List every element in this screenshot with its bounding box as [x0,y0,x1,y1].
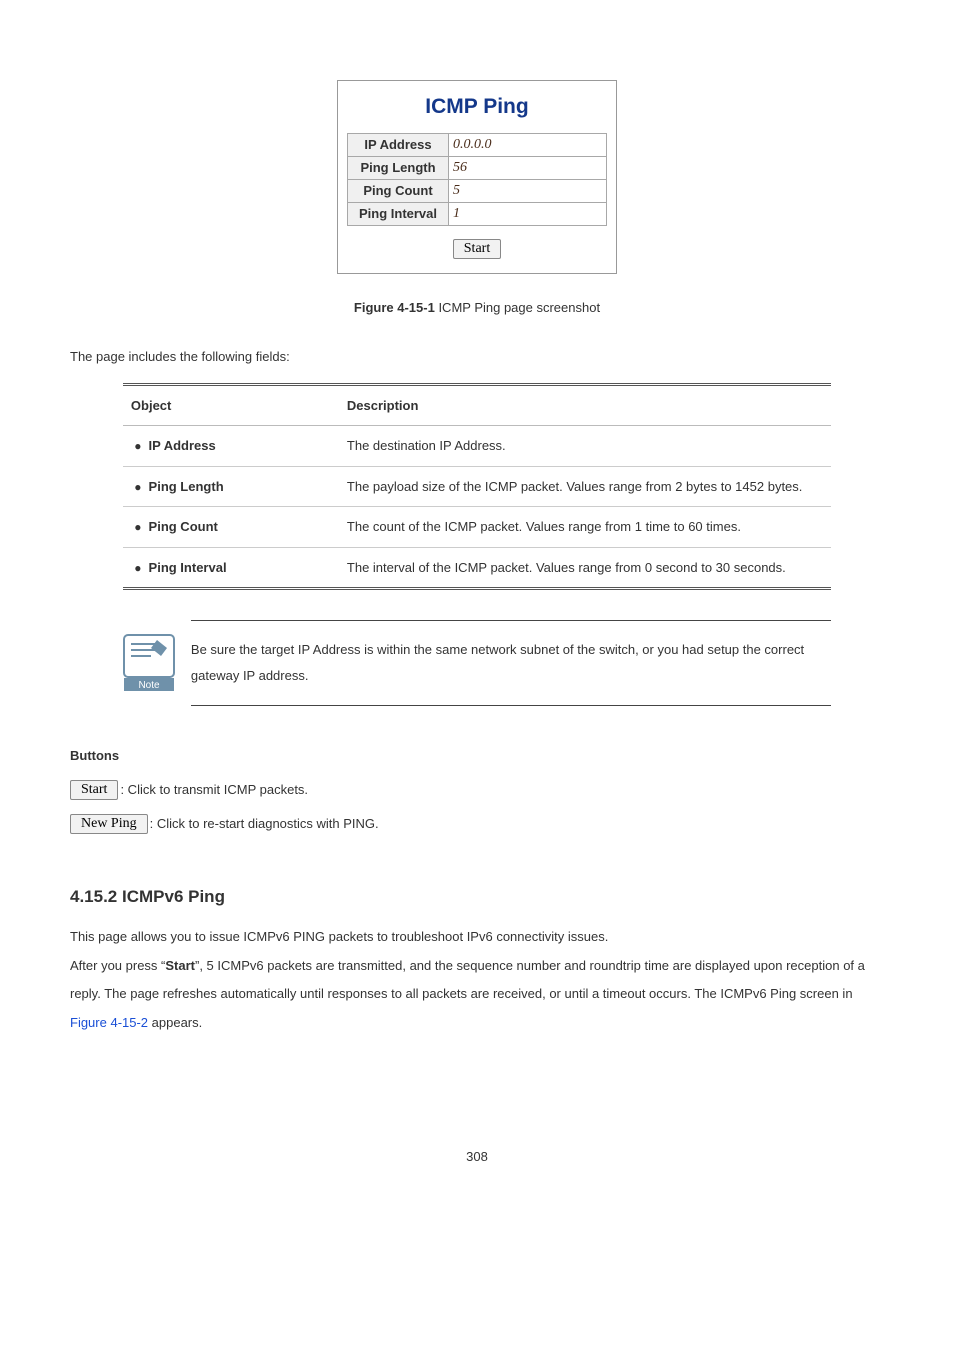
note-label: Note [138,680,160,691]
bullet-icon: ● [131,518,145,536]
start-button-doc[interactable]: Start [70,780,118,800]
newping-desc: : Click to re-start diagnostics with PIN… [150,814,379,834]
para-l2e: appears. [148,1015,202,1030]
table-row: ● Ping Length The payload size of the IC… [123,466,831,507]
input-ping-interval[interactable] [449,203,606,225]
para-l2a: After you press “ [70,958,165,973]
fields-header-object: Object [123,384,339,426]
input-ip-address[interactable] [449,134,606,156]
para-l1: This page allows you to issue ICMPv6 PIN… [70,929,608,944]
icmp-panel-title: ICMP Ping [338,81,616,133]
table-row: ● IP Address The destination IP Address. [123,426,831,467]
para-l2b: Start [165,958,195,973]
page-number: 308 [70,1147,884,1167]
obj-ping-count: Ping Count [149,519,218,534]
note-icon: Note [123,634,175,692]
bullet-icon: ● [131,437,145,455]
new-ping-button[interactable]: New Ping [70,814,148,834]
figure-caption: Figure 4-15-1 ICMP Ping page screenshot [70,298,884,318]
note-block: Note Be sure the target IP Address is wi… [123,620,831,706]
fields-header-description: Description [339,384,831,426]
bullet-icon: ● [131,478,145,496]
label-ping-length: Ping Length [348,156,449,179]
label-ping-interval: Ping Interval [348,202,449,225]
figure-link[interactable]: Figure 4-15-2 [70,1015,148,1030]
bullet-icon: ● [131,559,145,577]
icmp-form-table: IP Address Ping Length Ping Count Ping I… [347,133,607,226]
start-btn-line: Start : Click to transmit ICMP packets. [70,780,884,800]
desc-ping-length: The payload size of the ICMP packet. Val… [339,466,831,507]
icmp-btn-row: Start [338,226,616,273]
start-desc: : Click to transmit ICMP packets. [120,780,308,800]
newping-btn-line: New Ping : Click to re-start diagnostics… [70,814,884,834]
table-row: ● Ping Interval The interval of the ICMP… [123,547,831,589]
icmp-ping-panel: ICMP Ping IP Address Ping Length Ping Co… [337,80,617,274]
caption-text: ICMP Ping page screenshot [435,300,600,315]
body-paragraph: This page allows you to issue ICMPv6 PIN… [70,923,884,1037]
note-text: Be sure the target IP Address is within … [191,620,831,706]
buttons-heading: Buttons [70,746,884,766]
obj-ip-address: IP Address [149,438,216,453]
obj-ping-length: Ping Length [149,479,224,494]
caption-prefix: Figure 4-15-1 [354,300,435,315]
desc-ip-address: The destination IP Address. [339,426,831,467]
input-ping-length[interactable] [449,157,606,179]
obj-ping-interval: Ping Interval [149,560,227,575]
label-ip-address: IP Address [348,133,449,156]
start-button[interactable]: Start [453,239,501,259]
input-ping-count[interactable] [449,180,606,202]
sub-heading: 4.15.2 ICMPv6 Ping [70,884,884,910]
desc-ping-count: The count of the ICMP packet. Values ran… [339,507,831,548]
label-ping-count: Ping Count [348,179,449,202]
table-row: ● Ping Count The count of the ICMP packe… [123,507,831,548]
desc-ping-interval: The interval of the ICMP packet. Values … [339,547,831,589]
fields-table: Object Description ● IP Address The dest… [123,383,831,591]
fields-intro: The page includes the following fields: [70,347,884,367]
